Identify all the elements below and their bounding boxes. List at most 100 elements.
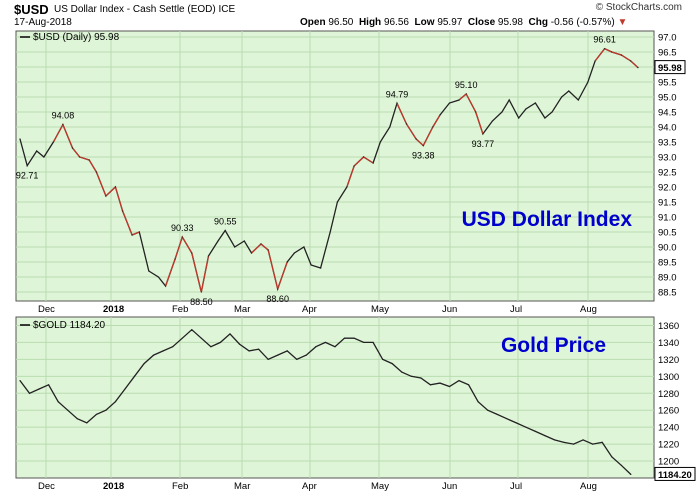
data-point bbox=[181, 337, 183, 339]
y-tick-label: 94.0 bbox=[658, 123, 677, 134]
data-point bbox=[568, 90, 570, 92]
x-tick-label: Apr bbox=[302, 304, 317, 315]
data-point bbox=[620, 54, 622, 56]
data-point bbox=[303, 246, 305, 248]
x-tick-label: Aug bbox=[580, 481, 597, 492]
high-label: High bbox=[358, 17, 382, 28]
data-point bbox=[620, 464, 622, 466]
x-tick-label: May bbox=[371, 304, 389, 315]
data-point bbox=[362, 341, 365, 344]
x-tick-label: Mar bbox=[234, 481, 250, 492]
legend-label: $USD (Daily) 95.98 bbox=[33, 32, 120, 43]
data-point bbox=[334, 346, 336, 348]
open-value: 96.50 bbox=[328, 17, 354, 28]
y-tick-label: 1260 bbox=[658, 406, 679, 417]
y-tick-label: 91.0 bbox=[658, 213, 677, 224]
data-point bbox=[372, 341, 374, 344]
y-tick-label: 1280 bbox=[658, 389, 679, 400]
data-point bbox=[343, 337, 346, 339]
last-value-tag bbox=[654, 60, 686, 75]
data-point bbox=[611, 456, 613, 458]
data-point bbox=[217, 240, 219, 242]
data-point bbox=[296, 358, 298, 360]
data-point bbox=[191, 329, 193, 331]
data-point bbox=[491, 120, 494, 122]
last-value-label: 95.98 bbox=[658, 63, 682, 74]
data-point bbox=[508, 99, 510, 101]
data-point bbox=[587, 81, 589, 83]
data-point bbox=[122, 210, 124, 212]
data-point bbox=[603, 48, 606, 50]
data-point bbox=[67, 409, 69, 411]
data-point bbox=[577, 99, 579, 101]
data-point bbox=[48, 384, 50, 386]
data-point bbox=[250, 252, 253, 254]
data-point bbox=[601, 441, 603, 444]
data-point bbox=[563, 441, 565, 444]
data-point bbox=[174, 258, 176, 260]
x-tick-label: 2018 bbox=[103, 481, 124, 492]
data-point bbox=[305, 354, 307, 356]
y-tick-label: 88.5 bbox=[658, 288, 677, 299]
data-point bbox=[506, 418, 508, 420]
data-point bbox=[379, 141, 381, 143]
x-tick-label: Jun bbox=[442, 481, 457, 492]
data-label: 92.71 bbox=[16, 171, 39, 181]
low-label: Low bbox=[414, 17, 435, 28]
y-tick-label: 96.5 bbox=[658, 48, 677, 59]
legend-label: $GOLD 1184.20 bbox=[33, 320, 106, 331]
chg-value: -0.56 (-0.57%) bbox=[550, 17, 615, 28]
down-triangle-icon: ▼ bbox=[617, 17, 628, 28]
data-point bbox=[372, 162, 374, 164]
data-label: 95.10 bbox=[455, 80, 478, 90]
symbol-description: US Dollar Index - Cash Settle (EOD) ICE bbox=[54, 4, 235, 15]
chart-title: USD Dollar Index bbox=[462, 208, 633, 231]
data-point bbox=[19, 138, 21, 140]
data-point bbox=[286, 350, 288, 352]
y-tick-label: 1240 bbox=[658, 423, 679, 434]
data-point bbox=[105, 195, 107, 197]
data-point bbox=[224, 229, 226, 232]
plot-area bbox=[15, 30, 655, 302]
last-value-tag bbox=[654, 466, 696, 481]
plot-area bbox=[15, 316, 655, 479]
data-point bbox=[561, 96, 563, 98]
data-point bbox=[36, 150, 38, 152]
data-point bbox=[315, 346, 317, 348]
data-point bbox=[534, 102, 536, 104]
data-point bbox=[200, 337, 202, 339]
data-point bbox=[286, 261, 288, 263]
data-point bbox=[611, 51, 613, 53]
chg-label: Chg bbox=[528, 17, 548, 28]
data-point bbox=[143, 363, 145, 365]
close-label: Close bbox=[467, 17, 496, 28]
chart-title: Gold Price bbox=[501, 334, 606, 357]
data-point bbox=[420, 377, 422, 379]
data-point bbox=[191, 252, 193, 254]
data-point bbox=[38, 388, 40, 390]
data-point bbox=[432, 126, 434, 128]
data-point bbox=[475, 111, 477, 113]
data-point bbox=[88, 159, 90, 161]
data-point bbox=[487, 409, 489, 411]
series-line-red bbox=[594, 47, 639, 69]
data-point bbox=[551, 111, 553, 113]
usd-panel: 88.5 89.0 89.5 90.0 90.5 91.0 91.5 92.0 92.5 93.0… bbox=[15, 30, 686, 315]
data-point bbox=[124, 388, 126, 390]
data-point bbox=[76, 418, 78, 420]
data-point bbox=[458, 99, 460, 101]
data-point bbox=[310, 264, 312, 266]
brand-credit: © StockCharts.com bbox=[595, 2, 682, 13]
description-text: US Dollar Index - Cash Settle (EOD) bbox=[54, 4, 216, 15]
data-point bbox=[637, 67, 639, 69]
data-label: 90.33 bbox=[171, 223, 194, 233]
data-point bbox=[71, 147, 74, 149]
x-tick-label: Dec bbox=[38, 481, 55, 492]
y-tick-label: 1220 bbox=[658, 440, 679, 451]
exchange-text: ICE bbox=[218, 4, 236, 15]
data-point bbox=[630, 473, 632, 476]
data-label: 96.61 bbox=[593, 35, 616, 45]
data-point bbox=[172, 346, 174, 348]
y-tick-label: 90.0 bbox=[658, 243, 677, 254]
data-point bbox=[133, 375, 136, 377]
